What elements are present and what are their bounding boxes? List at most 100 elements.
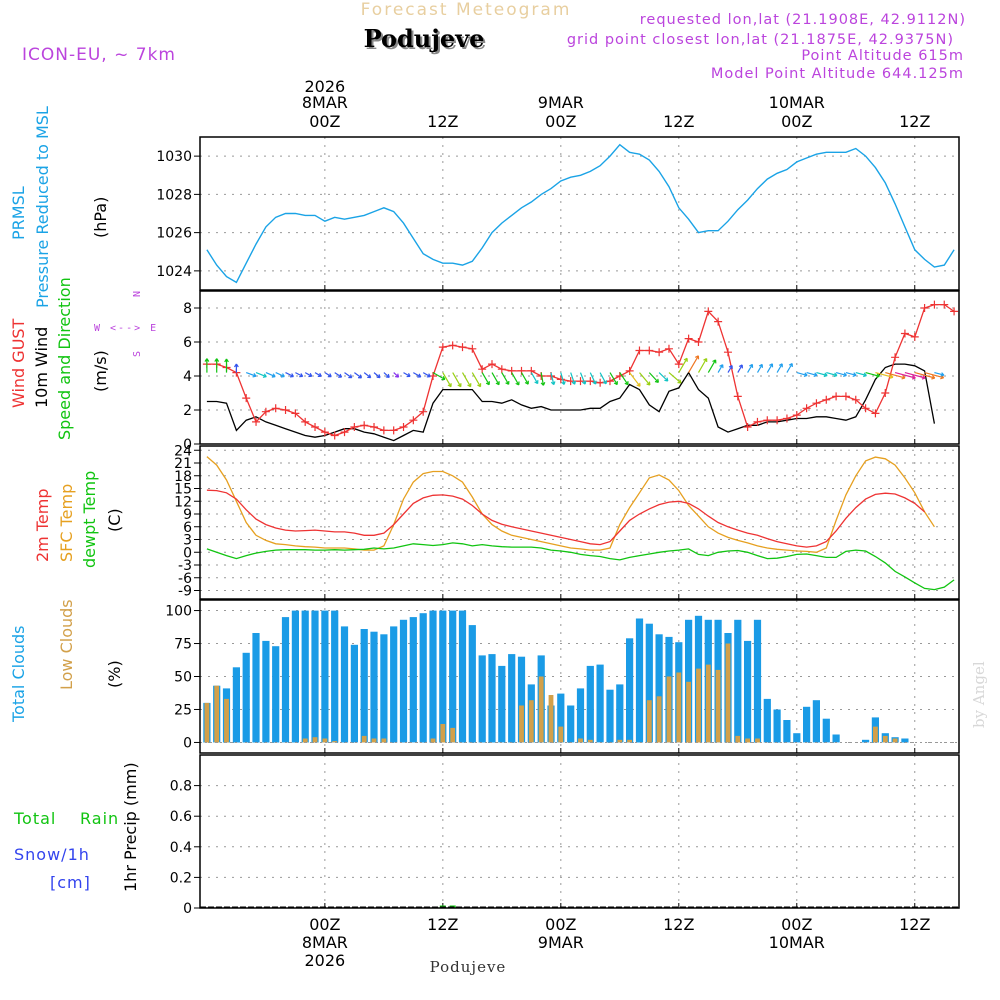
gust-marker: [655, 348, 664, 357]
prmsl-label: PRMSL: [9, 186, 28, 240]
gust-marker: [704, 307, 713, 316]
y-tick-label: 3: [183, 533, 192, 549]
gust-marker: [881, 389, 890, 397]
total-cloud-bar: [340, 626, 349, 743]
wind-direction-arrow: [570, 372, 577, 385]
low-cloud-bar: [725, 643, 731, 743]
low-cloud-bar: [332, 741, 338, 743]
wind-direction-arrow: [599, 372, 607, 385]
gust-marker: [389, 426, 398, 435]
wind-direction-arrow: [589, 372, 597, 385]
gust-marker: [478, 365, 487, 374]
wind-direction-arrow: [373, 372, 381, 379]
precip-panel: 0 0.2 0.4 0.6 0.8: [170, 754, 960, 917]
low-cloud-bar: [745, 738, 750, 743]
pressure-panel-labels: PRMSL Pressure Reduced to MSL (hPa): [9, 106, 110, 308]
wind-direction-arrow: [845, 372, 857, 377]
precip-axis-label: 1hr Precip (mm): [121, 762, 140, 892]
bottom-time-label: 00Z: [781, 915, 812, 934]
wind-direction-arrow: [609, 372, 618, 386]
rain-label: Rain: [80, 809, 119, 828]
wind-direction-arrow: [747, 363, 754, 373]
gust-marker: [851, 395, 860, 404]
top-time-label: 9MAR: [538, 93, 584, 112]
y-tick-label: 0.2: [170, 870, 192, 886]
gust-marker: [802, 404, 811, 413]
forecast-subtitle: Forecast Meteogram: [361, 0, 572, 20]
y-tick-label: 50: [174, 670, 192, 686]
wind-direction-arrow: [403, 372, 411, 378]
low-cloud-bar: [656, 696, 662, 743]
y-tick-label: 4: [183, 369, 192, 385]
low-cloud-bar: [224, 698, 229, 743]
wind-direction-arrow: [214, 358, 220, 373]
low-cloud-bar: [322, 738, 328, 743]
point-altitude: Point Altitude 615m: [801, 48, 964, 64]
panel-frame: [199, 599, 960, 754]
total-label: Total: [13, 809, 56, 828]
gust-marker: [753, 417, 762, 426]
gust-marker: [399, 423, 408, 431]
footer-location: Podujeve: [430, 958, 507, 976]
low-cloud-bar: [214, 685, 220, 743]
total-cloud-bar: [370, 631, 378, 743]
model-label: ICON-EU, ~ 7km: [22, 45, 176, 65]
wind-direction-arrow: [393, 372, 400, 378]
wind-direction-arrow: [314, 372, 322, 377]
total-cloud-bar: [498, 665, 506, 743]
low-cloud-bar: [882, 735, 888, 743]
wind-direction-arrow: [224, 358, 229, 373]
gust-marker: [576, 377, 585, 386]
gust-marker: [733, 392, 742, 401]
low-cloud-bar: [755, 738, 760, 743]
wind-direction-arrow: [324, 372, 332, 378]
y-tick-label: 25: [174, 702, 192, 718]
total-cloud-bar: [301, 610, 309, 743]
gust-marker: [910, 332, 919, 341]
panel-frame: [199, 754, 960, 909]
y-tick-label: 1030: [156, 149, 192, 165]
gust-marker: [822, 395, 831, 404]
wind-direction-arrow: [707, 359, 717, 373]
low-cloud-bar: [686, 681, 691, 743]
bottom-time-label: 10MAR: [769, 933, 825, 952]
wind-direction-arrow: [894, 372, 916, 380]
compass-label: W <--> E: [94, 323, 158, 334]
gust-marker: [930, 300, 939, 309]
wind-direction-arrow: [766, 363, 774, 373]
total-cloud-bar: [862, 739, 870, 743]
wind-direction-arrow: [806, 372, 818, 377]
gust-marker: [664, 344, 673, 353]
gust-line: [206, 303, 955, 437]
total-cloud-bar: [557, 693, 565, 743]
y-tick-label: -6: [178, 571, 192, 587]
y-tick-label: 1028: [156, 187, 192, 203]
low-cloud-bar: [705, 664, 711, 743]
total-cloud-bar: [645, 623, 653, 743]
low-cloud-bar: [676, 672, 682, 743]
gust-marker: [252, 417, 261, 426]
y-tick-label: -3: [178, 558, 192, 574]
low-cloud-bar: [873, 726, 878, 743]
top-time-label: 00Z: [545, 112, 576, 131]
location-title: Podujeve: [366, 26, 487, 55]
total-cloud-bar: [783, 720, 791, 743]
bottom-time-label: 00Z: [309, 915, 340, 934]
total-cloud-bar: [635, 618, 644, 743]
wind-direction-arrow: [737, 364, 743, 373]
requested-coords: requested lon,lat (21.1908E, 42.9112N): [640, 12, 966, 28]
y-tick-label: 0.8: [170, 779, 192, 795]
wind-direction-arrow: [295, 372, 304, 378]
dewpt-line: [206, 542, 955, 591]
wind-direction-arrow: [786, 362, 793, 373]
gust-marker: [468, 344, 477, 353]
model-point-altitude: Model Point Altitude 644.125m: [711, 66, 964, 82]
panel-frame: [199, 136, 960, 291]
y-tick-label: 6: [183, 520, 192, 536]
temp-unit: (C): [105, 508, 124, 532]
gust-marker: [458, 343, 467, 352]
y-tick-label: 0.6: [170, 809, 192, 825]
